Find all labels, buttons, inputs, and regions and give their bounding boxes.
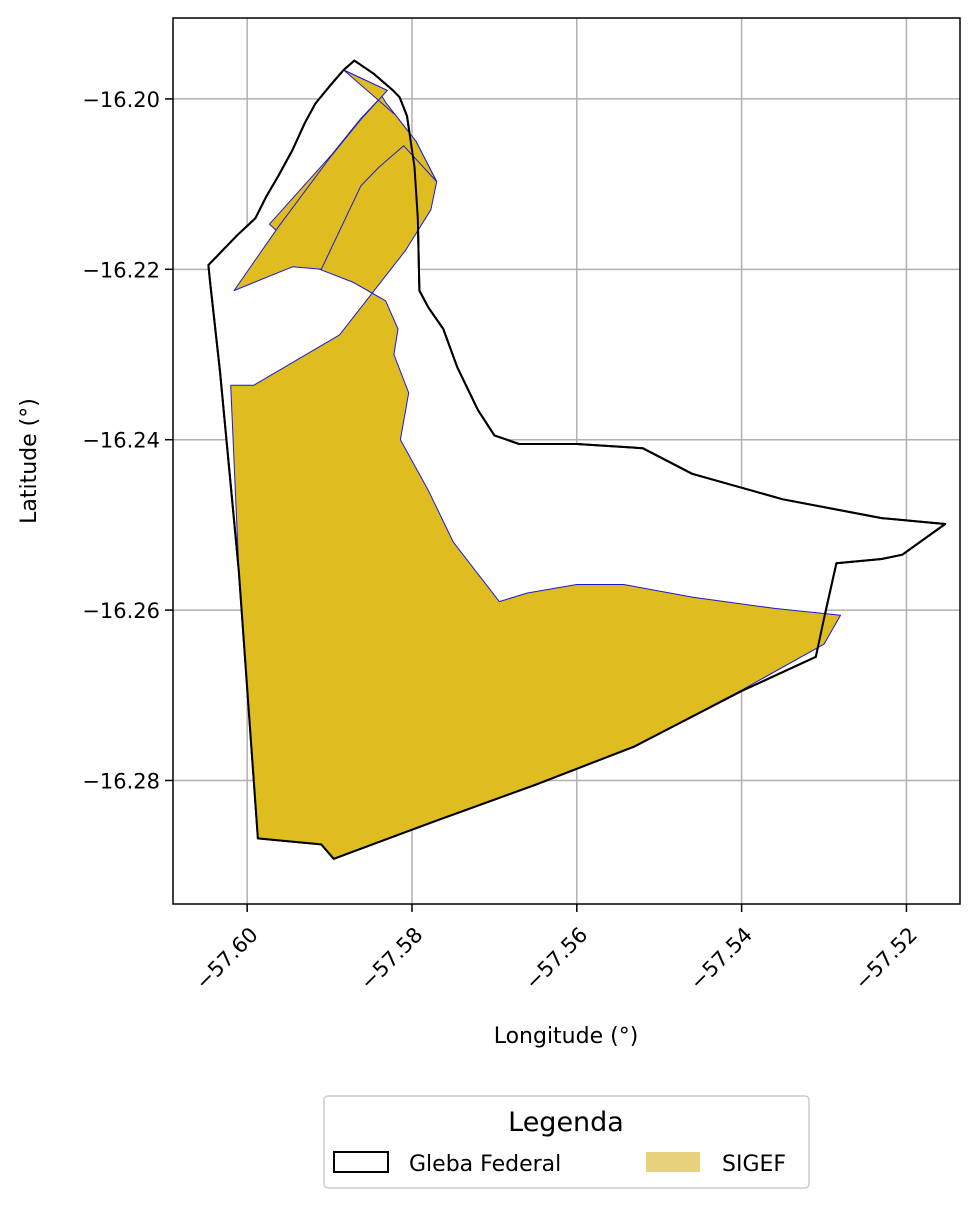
x-tick-label-1: −57.58 <box>356 923 428 995</box>
y-tick-label-4: −16.28 <box>82 769 160 793</box>
sigef-polygons <box>207 59 947 860</box>
y-ticks: −16.20 −16.22 −16.24 −16.26 −16.28 <box>82 88 173 793</box>
legend-gleba-label: Gleba Federal <box>409 1152 561 1177</box>
legend-sigef-swatch <box>646 1152 700 1172</box>
x-tick-label-2: −57.56 <box>520 923 592 995</box>
legend-sigef-label: SIGEF <box>722 1152 786 1177</box>
legend-title: Legenda <box>508 1107 624 1138</box>
y-tick-label-3: −16.26 <box>82 599 160 623</box>
y-tick-label-2: −16.24 <box>82 429 160 453</box>
x-ticks: −57.60 −57.58 −57.56 −57.54 −57.52 <box>191 904 922 994</box>
x-tick-label-3: −57.54 <box>685 923 757 995</box>
x-axis-title: Longitude (°) <box>494 1024 639 1049</box>
x-tick-label-0: −57.60 <box>191 923 263 995</box>
gleba-federal-outline-0 <box>207 59 947 860</box>
y-tick-label-0: −16.20 <box>82 88 160 112</box>
x-tick-label-4: −57.52 <box>850 923 922 995</box>
y-axis-title: Latitude (°) <box>17 398 42 524</box>
plot-area-frame <box>172 17 961 905</box>
legend-gleba-swatch <box>333 1151 389 1173</box>
legend: Legenda Gleba Federal SIGEF <box>323 1095 810 1189</box>
sigef-parcel-1 <box>233 69 438 292</box>
y-tick-label-1: −16.22 <box>82 258 160 282</box>
